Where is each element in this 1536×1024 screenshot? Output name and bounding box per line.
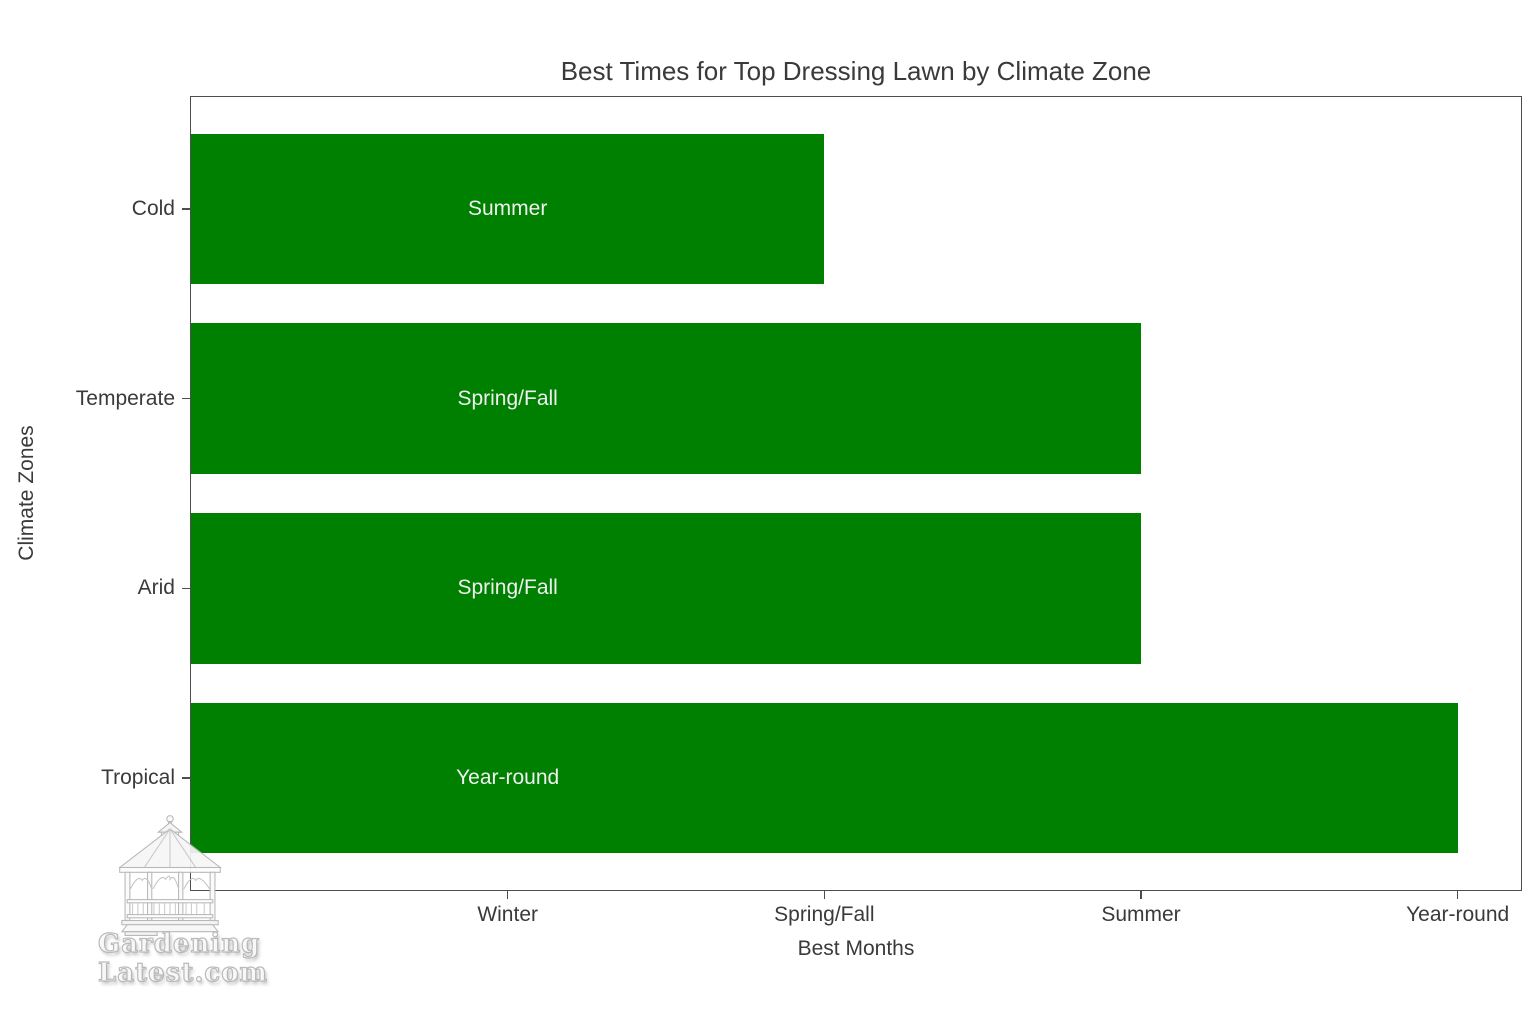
x-tick-label-2: Summer: [1101, 903, 1181, 926]
y-tick-mark: [182, 397, 190, 400]
watermark-line2: Latest.com: [97, 958, 269, 988]
x-tick-mark: [506, 891, 509, 899]
y-axis-label: Climate Zones: [15, 425, 38, 561]
x-tick-mark: [1140, 891, 1142, 899]
x-tick-mark: [823, 891, 826, 899]
plot-area: Summer Spring/Fall Spring/Fall Year-round: [190, 96, 1522, 891]
bar-arid: [191, 512, 1141, 664]
x-tick-mark: [1456, 891, 1459, 899]
bar-value-label: Spring/Fall: [457, 386, 558, 410]
y-tick-label-arid: Arid: [137, 576, 175, 600]
y-tick-mark: [182, 208, 190, 210]
bar-value-label: Year-round: [456, 766, 560, 790]
bar-value-label: Spring/Fall: [457, 576, 558, 600]
y-tick-label-tropical: Tropical: [101, 766, 175, 790]
x-tick-label-3: Year-round: [1406, 903, 1510, 926]
y-tick-mark: [182, 587, 190, 590]
y-tick-label-cold: Cold: [131, 196, 175, 220]
x-tick-label-1: Spring/Fall: [774, 903, 875, 926]
y-tick-mark: [182, 777, 190, 779]
x-axis-label: Best Months: [797, 937, 915, 960]
x-tick-label-0: Winter: [477, 903, 538, 926]
bar-temperate: [191, 323, 1141, 475]
bar-value-label: Summer: [467, 196, 548, 220]
y-tick-label-temperate: Temperate: [75, 386, 175, 410]
bar-cold: [191, 133, 825, 285]
bar-tropical: [191, 702, 1458, 854]
chart-title: Best Times for Top Dressing Lawn by Clim…: [560, 56, 1152, 86]
